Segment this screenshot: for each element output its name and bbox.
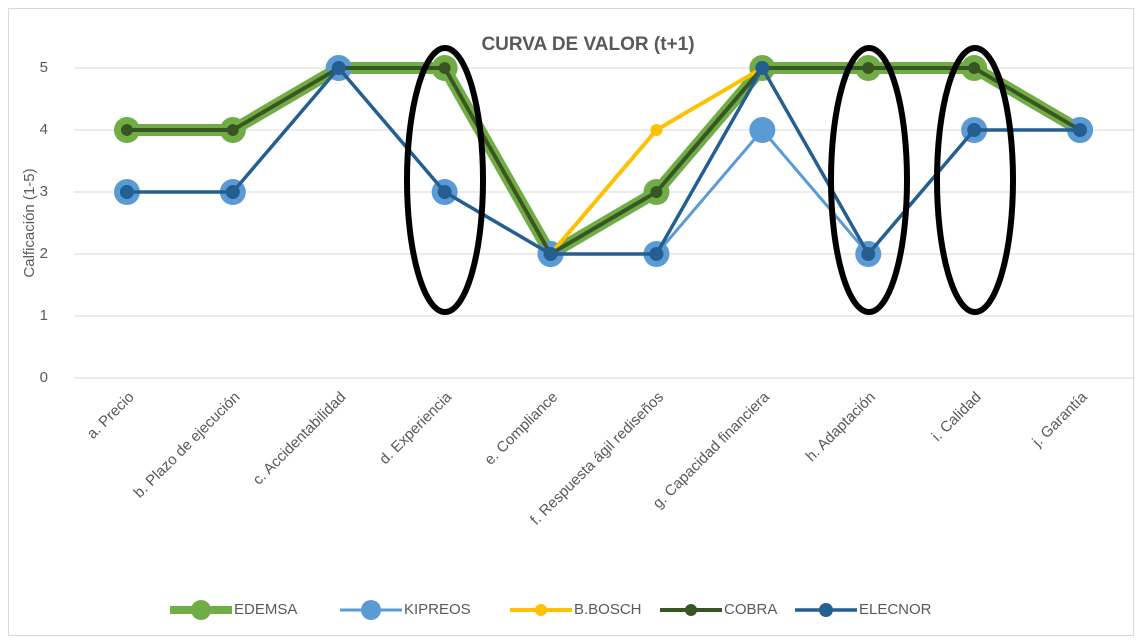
point [749, 117, 776, 143]
point [650, 186, 663, 198]
chart-title: CURVA DE VALOR (t+1) [481, 34, 694, 55]
legend-label: EDEMSA [234, 601, 297, 618]
y-tick-label: 5 [40, 59, 48, 76]
y-tick-label: 3 [40, 183, 48, 200]
legend-marker [535, 604, 547, 616]
y-tick-label: 1 [40, 307, 48, 324]
point [119, 185, 134, 199]
point [755, 61, 770, 75]
legend-marker [819, 603, 833, 617]
legend-label: KIPREOS [404, 601, 471, 618]
y-tick-label: 0 [40, 369, 48, 386]
point [225, 185, 240, 199]
highlight-ellipse [934, 45, 1016, 315]
legend-marker [191, 600, 211, 620]
point [862, 62, 875, 74]
legend-label: COBRA [724, 601, 777, 618]
point [438, 62, 451, 74]
point [649, 247, 664, 261]
point [968, 62, 981, 74]
point [543, 247, 558, 261]
legend-label: B.BOSCH [574, 601, 642, 618]
point [226, 124, 239, 136]
point [650, 124, 663, 136]
highlight-ellipse [404, 45, 486, 315]
point [861, 247, 876, 261]
point [331, 61, 346, 75]
series-line [126, 66, 1081, 256]
point [437, 185, 452, 199]
legend-marker [685, 604, 697, 616]
point [1073, 123, 1088, 137]
y-axis-label: Calficación (1-5) [21, 168, 38, 277]
highlight-ellipse [828, 45, 910, 315]
series-line [126, 66, 1082, 256]
point [120, 124, 133, 136]
y-tick-label: 4 [40, 121, 48, 138]
y-tick-label: 2 [40, 245, 48, 262]
chart-border [8, 8, 1134, 636]
point [967, 123, 982, 137]
annotations [404, 45, 1016, 315]
legend-marker [361, 600, 381, 620]
legend-label: ELECNOR [859, 601, 932, 618]
